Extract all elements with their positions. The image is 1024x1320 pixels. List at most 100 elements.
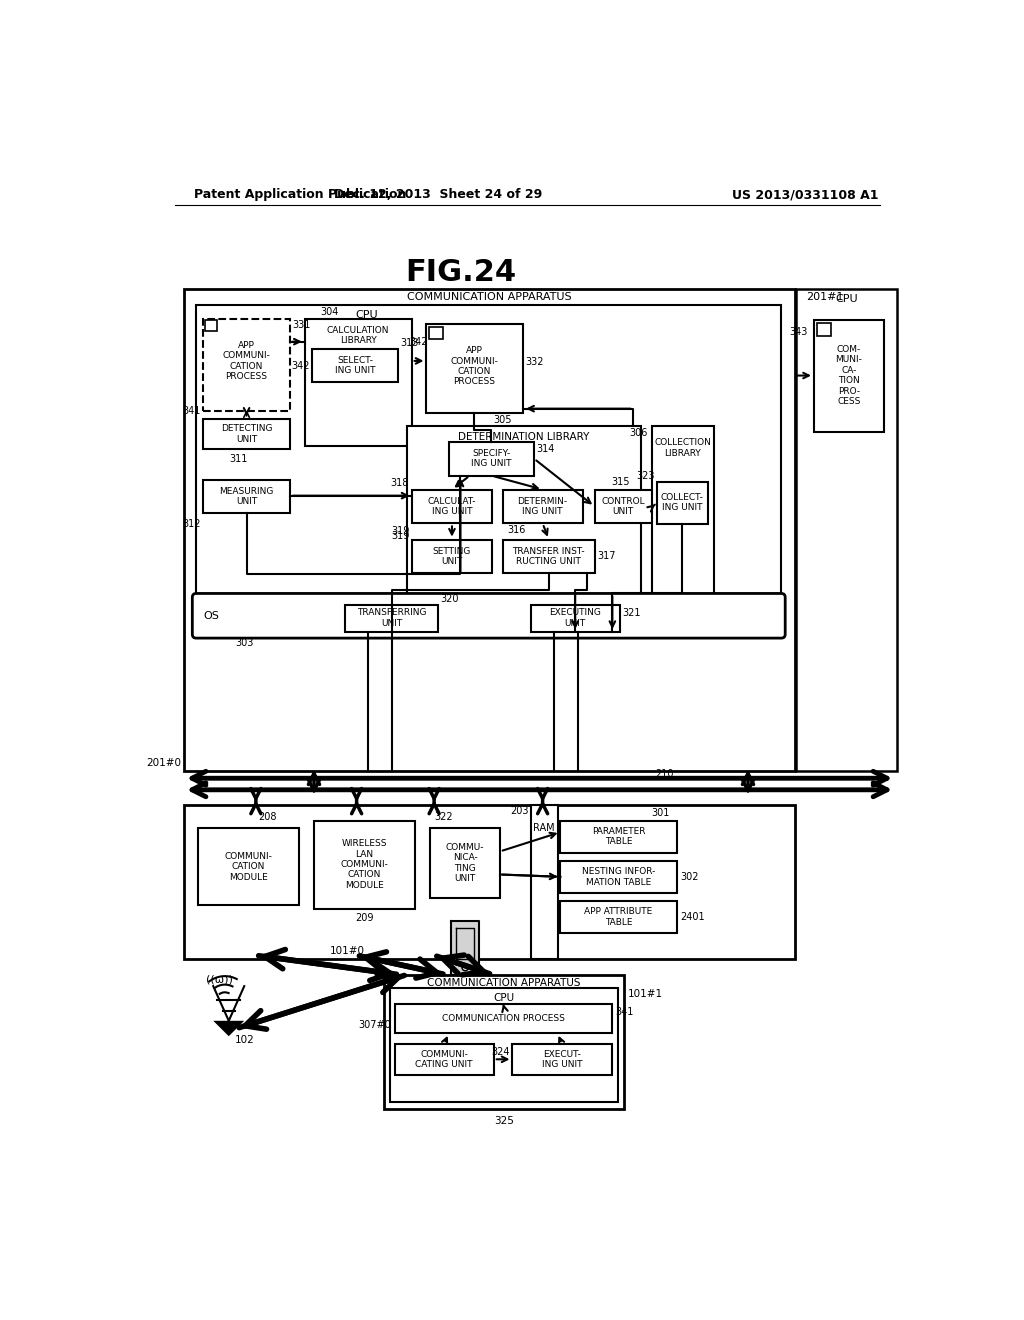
Bar xyxy=(531,605,621,632)
Text: SETTING
UNIT: SETTING UNIT xyxy=(433,546,471,566)
Bar xyxy=(203,418,290,449)
FancyBboxPatch shape xyxy=(193,594,785,638)
Text: Dec. 12, 2013  Sheet 24 of 29: Dec. 12, 2013 Sheet 24 of 29 xyxy=(334,187,542,201)
Bar xyxy=(203,480,290,512)
Bar xyxy=(384,974,624,1109)
Bar xyxy=(197,305,781,601)
Text: 101#0: 101#0 xyxy=(330,946,365,957)
Bar xyxy=(407,426,641,595)
Text: COMMU-
NICA-
TING
UNIT: COMMU- NICA- TING UNIT xyxy=(445,843,484,883)
Text: 311: 311 xyxy=(229,454,248,463)
Text: ((ω)): ((ω)) xyxy=(206,975,232,985)
Text: 210: 210 xyxy=(655,770,674,779)
Bar xyxy=(345,605,438,632)
Text: 302: 302 xyxy=(681,871,699,882)
Text: SPECIFY-
ING UNIT: SPECIFY- ING UNIT xyxy=(471,449,512,469)
Text: EXECUT-
ING UNIT: EXECUT- ING UNIT xyxy=(542,1049,583,1069)
Bar xyxy=(560,861,677,892)
Text: US 2013/0331108 A1: US 2013/0331108 A1 xyxy=(732,187,879,201)
Text: 317: 317 xyxy=(597,552,615,561)
Text: SELECT-
ING UNIT: SELECT- ING UNIT xyxy=(335,356,376,375)
Text: 342: 342 xyxy=(292,360,310,371)
Text: 201#0: 201#0 xyxy=(146,758,181,768)
Text: NESTING INFOR-
MATION TABLE: NESTING INFOR- MATION TABLE xyxy=(582,867,655,887)
Text: MEASURING
UNIT: MEASURING UNIT xyxy=(219,487,273,506)
Text: DETERMIN-
ING UNIT: DETERMIN- ING UNIT xyxy=(517,496,567,516)
Text: 203: 203 xyxy=(510,807,528,816)
Text: 342: 342 xyxy=(410,337,428,347)
Text: 318: 318 xyxy=(390,478,409,488)
Text: 323: 323 xyxy=(637,471,655,480)
Bar xyxy=(796,289,897,771)
Bar xyxy=(449,442,535,475)
Bar xyxy=(560,821,677,853)
Text: CALCULAT-
ING UNIT: CALCULAT- ING UNIT xyxy=(428,496,476,516)
Bar xyxy=(429,327,443,339)
Bar xyxy=(305,318,412,446)
Text: 341: 341 xyxy=(615,1007,634,1016)
Bar xyxy=(426,323,523,412)
Bar xyxy=(560,900,677,933)
Text: 319: 319 xyxy=(392,531,410,541)
Bar xyxy=(652,426,714,595)
Bar xyxy=(413,540,493,573)
Polygon shape xyxy=(452,921,479,974)
Text: DETECTING
UNIT: DETECTING UNIT xyxy=(221,424,272,444)
Text: 303: 303 xyxy=(234,639,253,648)
Text: OS: OS xyxy=(204,611,219,620)
Bar xyxy=(595,490,652,524)
Bar xyxy=(531,805,558,960)
Text: 208: 208 xyxy=(258,812,276,822)
Bar xyxy=(314,821,415,909)
Text: COMMUNI-
CATING UNIT: COMMUNI- CATING UNIT xyxy=(416,1049,473,1069)
Text: 322: 322 xyxy=(434,812,453,822)
Text: COMMUNICATION APPARATUS: COMMUNICATION APPARATUS xyxy=(427,978,581,989)
Bar xyxy=(394,1003,611,1034)
Bar xyxy=(657,482,708,524)
Text: COLLECTION
LIBRARY: COLLECTION LIBRARY xyxy=(654,438,712,458)
Bar xyxy=(312,350,397,381)
Text: 102: 102 xyxy=(234,1035,255,1045)
Bar xyxy=(413,490,493,524)
Text: CPU: CPU xyxy=(355,310,378,319)
Text: 301: 301 xyxy=(651,808,670,818)
Text: COM-
MUNI-
CA-
TION
PRO-
CESS: COM- MUNI- CA- TION PRO- CESS xyxy=(836,345,862,407)
Text: COLLECT-
ING UNIT: COLLECT- ING UNIT xyxy=(660,492,703,512)
Text: APP ATTRIBUTE
TABLE: APP ATTRIBUTE TABLE xyxy=(585,907,652,927)
Text: 304: 304 xyxy=(321,308,339,317)
Bar xyxy=(183,805,795,960)
Text: COMMUNI-
CATION
MODULE: COMMUNI- CATION MODULE xyxy=(224,851,272,882)
Text: CPU: CPU xyxy=(494,993,514,1003)
Text: 314: 314 xyxy=(537,445,555,454)
Text: CPU: CPU xyxy=(836,293,858,304)
Text: CONTROL
UNIT: CONTROL UNIT xyxy=(601,496,645,516)
Text: 313: 313 xyxy=(400,338,419,348)
Text: TRANSFERRING
UNIT: TRANSFERRING UNIT xyxy=(356,609,426,628)
Text: CALCULATION
LIBRARY: CALCULATION LIBRARY xyxy=(327,326,389,346)
Text: 209: 209 xyxy=(355,913,374,924)
Text: 2401: 2401 xyxy=(681,912,706,921)
Text: TRANSFER INST-
RUCTING UNIT: TRANSFER INST- RUCTING UNIT xyxy=(513,546,585,566)
Text: APP
COMMUNI-
CATION
PROCESS: APP COMMUNI- CATION PROCESS xyxy=(222,341,270,381)
Bar xyxy=(390,989,617,1102)
Text: COMMUNICATION PROCESS: COMMUNICATION PROCESS xyxy=(441,1014,564,1023)
Bar xyxy=(503,490,583,524)
Bar xyxy=(814,321,884,432)
Bar xyxy=(205,321,217,331)
Polygon shape xyxy=(213,1020,245,1036)
Bar xyxy=(198,829,299,906)
Text: APP
COMMUNI-
CATION
PROCESS: APP COMMUNI- CATION PROCESS xyxy=(451,346,499,387)
Text: 101#1: 101#1 xyxy=(628,989,663,999)
Text: DETERMINATION LIBRARY: DETERMINATION LIBRARY xyxy=(459,432,590,442)
Text: EXECUTING
UNIT: EXECUTING UNIT xyxy=(549,609,601,628)
Text: 321: 321 xyxy=(623,607,641,618)
Text: 306: 306 xyxy=(630,428,648,437)
Bar xyxy=(430,829,500,898)
Text: 201#1: 201#1 xyxy=(806,292,844,302)
Text: 305: 305 xyxy=(494,416,512,425)
Text: 325: 325 xyxy=(494,1115,514,1126)
Bar xyxy=(203,318,290,411)
Text: 320: 320 xyxy=(440,594,459,603)
Text: 343: 343 xyxy=(790,327,808,338)
Text: 319: 319 xyxy=(392,527,410,536)
